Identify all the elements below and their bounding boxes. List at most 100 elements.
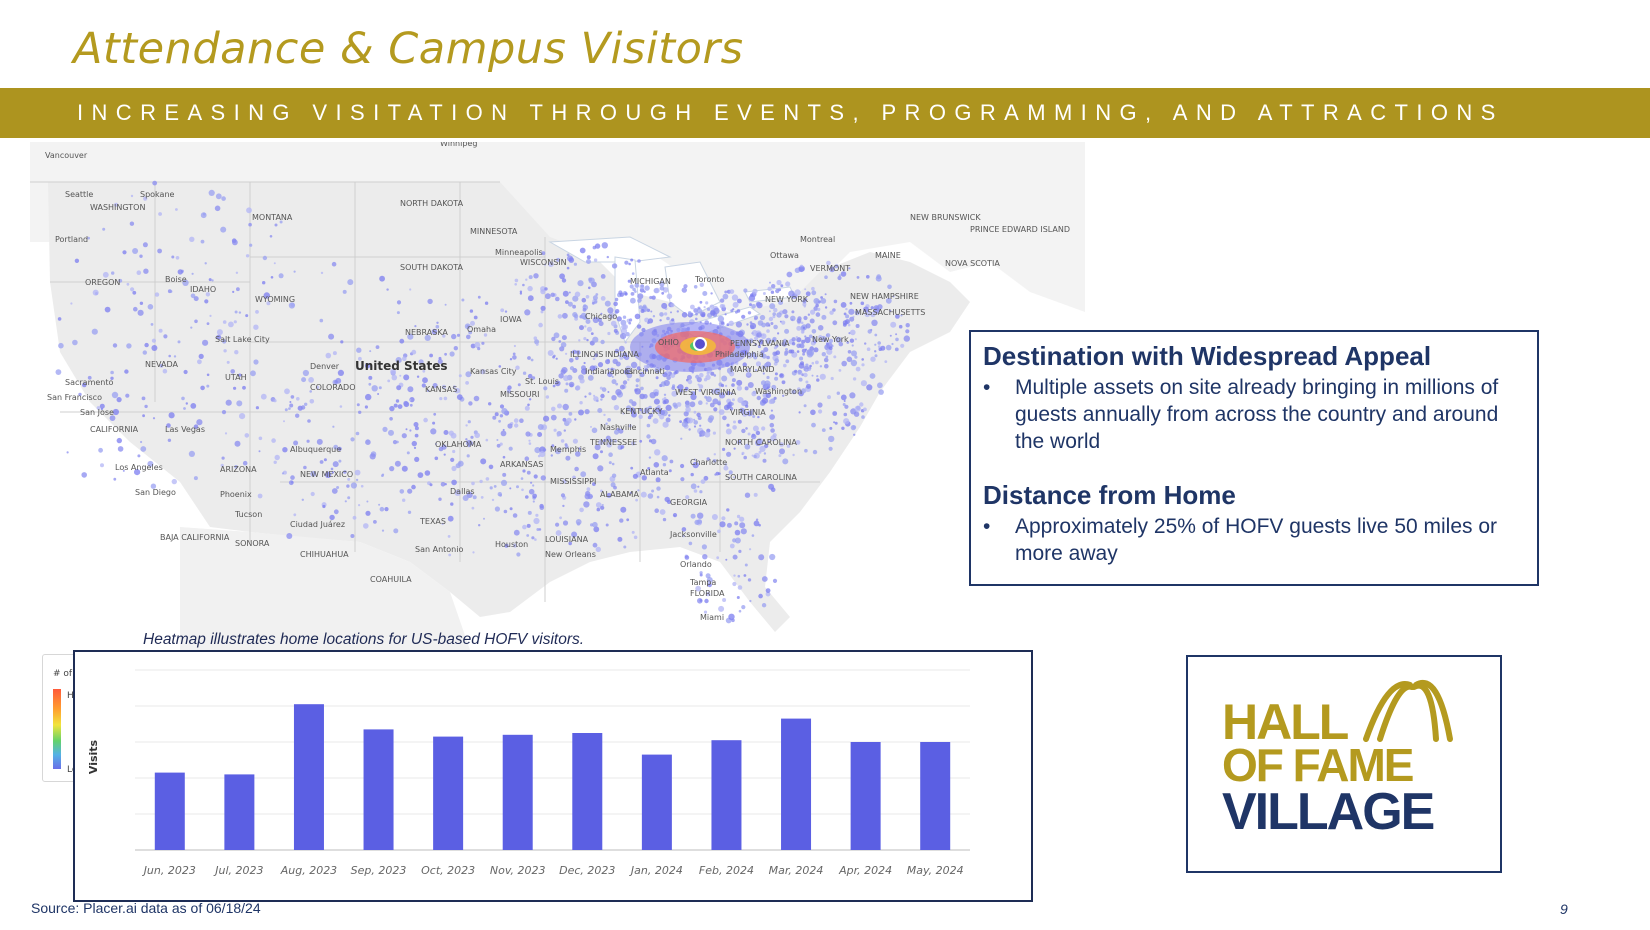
visitor-dot [593,394,596,397]
visitor-dot [699,282,704,287]
visitor-dot [712,459,717,463]
visitor-dot [378,386,382,390]
visitor-dot [726,404,731,409]
visitor-dot [588,392,592,396]
visitor-dot [744,386,749,391]
visitor-dot [356,367,360,370]
visitor-dot [417,472,424,478]
visitor-dot [600,505,605,510]
visitor-dot [431,328,438,335]
visitor-dot [853,433,856,436]
visitor-dot [651,489,655,493]
visitor-dot [578,409,584,416]
visitor-dot [636,366,641,371]
map-label: San Jose [80,408,114,417]
visitor-dot [869,373,876,379]
visitor-dot [451,479,457,486]
visitor-dot [591,301,595,305]
visitor-dot [279,220,283,224]
visitor-dot [563,375,570,382]
visitor-dot [204,262,207,265]
visitor-dot [587,375,594,381]
visitor-dot [887,284,892,290]
visitor-dot [139,254,143,258]
visitor-dot [724,290,728,294]
visitor-dot [447,515,454,522]
map-label: KANSAS [425,385,457,394]
visitor-dot [699,372,704,378]
visitor-dot [761,397,769,404]
visitor-dot [151,345,158,351]
visitor-dot [501,408,508,415]
visitor-dot [586,338,589,342]
visitor-dot [588,286,591,290]
visitor-dot [104,306,111,313]
visitor-dot [758,340,764,345]
visitor-dot [424,470,431,476]
visitor-dot [583,337,587,341]
visitor-dot [614,429,619,435]
visitor-dot [752,425,759,432]
visitor-dot [293,513,297,517]
visitor-dot [632,287,636,292]
visitor-dot [717,315,725,323]
visitor-dot [829,266,835,273]
visitor-dot [728,320,734,326]
map-label: Minneapolis [495,248,543,257]
visitor-dot [597,408,603,413]
hofv-logo: HALL OF FAME VILLAGE [1186,655,1502,873]
visitor-dot [772,315,776,319]
visitor-dot [583,501,590,508]
visitor-dot [889,309,892,312]
visitor-dot [422,377,428,384]
x-tick-label: Feb, 2024 [699,864,754,877]
visitor-dot [553,332,560,339]
visitor-dot [567,301,573,307]
visitor-dot [236,400,243,407]
visitor-dot [393,403,398,408]
visitor-dot [791,310,795,314]
visitor-dot [729,289,735,294]
visitor-dot [338,459,342,463]
visitor-dot [320,271,324,275]
visitor-dot [444,303,447,306]
visitor-dot [319,318,324,323]
visitor-dot [643,365,648,369]
visitor-dot [182,279,189,286]
visitor-dot [568,412,573,416]
visitor-dot [631,441,636,446]
visitor-dot [726,522,732,528]
visitor-dot [610,320,617,327]
visitor-dot [563,429,566,432]
visitor-dot [773,307,778,313]
visitor-dot [878,389,884,395]
visitor-dot [656,486,661,491]
visitor-dot [329,514,335,521]
visitor-dot [126,282,130,286]
visitor-dot [623,352,628,357]
visitor-dot [532,484,535,487]
visitor-dot [757,344,762,349]
visitor-dot [704,598,709,604]
visitor-dot [525,431,531,437]
visitor-dot [736,309,741,313]
visitor-dot [234,440,241,447]
visitor-dot [409,429,412,432]
map-label: NEW HAMPSHIRE [850,292,919,301]
visitor-dot [539,505,545,511]
visitor-dot [766,329,770,333]
visitor-dot [600,296,606,301]
visitor-dot [791,297,794,300]
visitor-dot [900,343,905,348]
visitor-dot [608,452,613,458]
visitor-dot [167,438,172,442]
visitor-dot [284,408,288,412]
visitor-dot [545,293,551,300]
x-tick-label: Dec, 2023 [559,864,615,877]
visitor-dot [846,356,853,363]
visitor-dot [663,379,670,387]
visitor-dot [322,504,326,509]
map-label: Toronto [694,275,725,284]
visitor-dot [369,453,376,460]
visitor-dot [673,371,677,375]
